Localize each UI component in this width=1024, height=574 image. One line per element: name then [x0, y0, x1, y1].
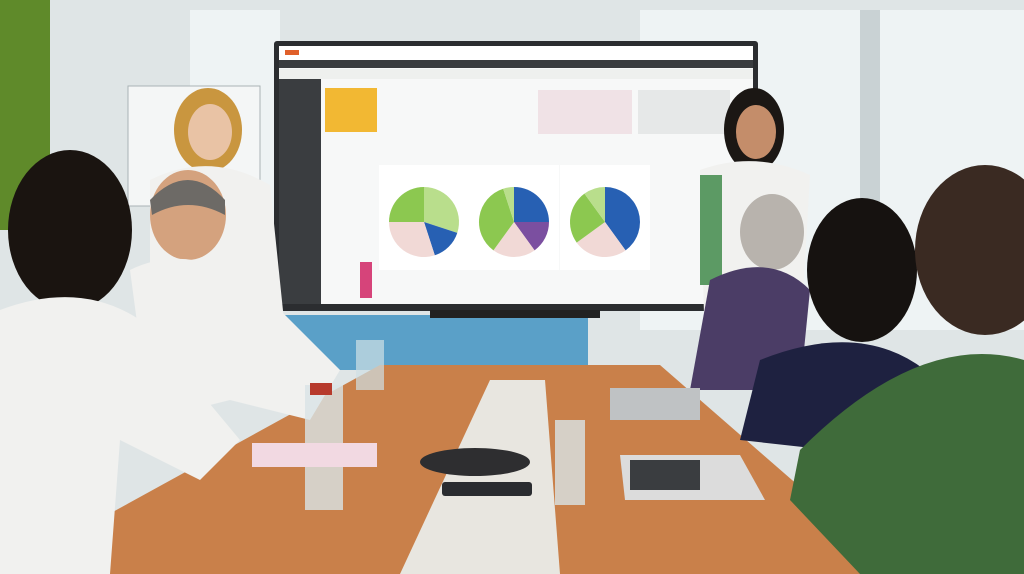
screen-titlebar	[279, 46, 753, 60]
screen-tabs	[279, 69, 753, 79]
pie-slice	[424, 222, 458, 256]
pie-slice	[514, 222, 549, 251]
phone	[442, 482, 532, 496]
laptop-back	[610, 388, 700, 420]
screen-toolbar	[279, 60, 753, 68]
pie-charts	[379, 165, 650, 270]
pie-slice	[493, 222, 535, 257]
pie-slice	[479, 188, 514, 251]
bottle-cap-red	[310, 383, 332, 395]
table-center-stripe	[400, 380, 560, 574]
screen-scatter-panel	[538, 90, 632, 134]
person-front-left	[0, 150, 240, 574]
screen-sidebar	[279, 79, 321, 304]
pie-slice	[605, 187, 641, 251]
pie-slice	[569, 193, 605, 243]
screen-color-legend	[360, 262, 372, 298]
laptop-right	[620, 455, 765, 500]
glass-left	[356, 340, 384, 390]
screen-logo	[285, 50, 299, 55]
notepad	[252, 443, 377, 467]
pie-slice	[389, 222, 435, 257]
pie-slice	[514, 187, 549, 222]
coaster-plate	[420, 448, 530, 476]
screen-heatmap	[325, 88, 377, 132]
pie-slice	[584, 187, 605, 222]
pie-slice	[389, 187, 424, 222]
water-bottle-center	[555, 420, 585, 505]
screen-scatter-panel-2	[638, 90, 730, 134]
pie-slice	[503, 187, 514, 222]
screen-stand	[430, 310, 600, 318]
presentation-screen	[274, 41, 758, 311]
pie-slice	[424, 187, 459, 233]
doctor-seated-left	[130, 170, 340, 420]
person-front-right	[790, 165, 1024, 574]
pie-slice	[576, 222, 626, 258]
